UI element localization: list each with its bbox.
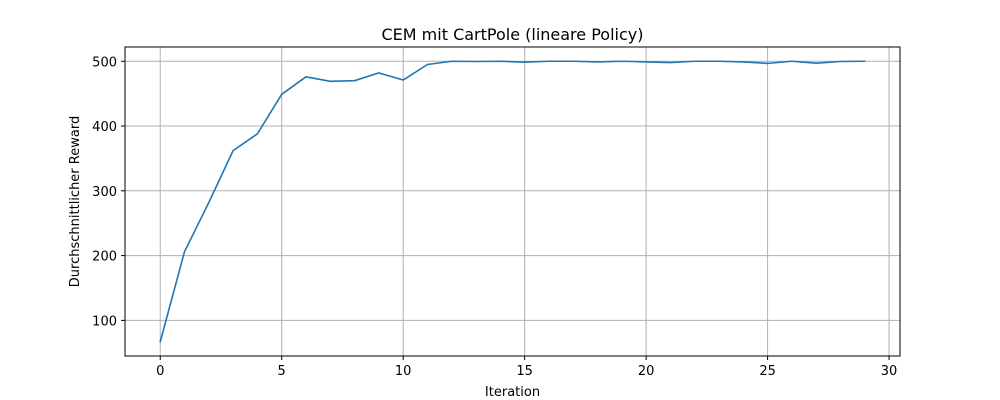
y-tick-label: 400 bbox=[92, 120, 117, 135]
y-axis-ticks: 100 200 300 400 500 bbox=[92, 55, 125, 329]
y-axis-label: Durchschnittlicher Reward bbox=[68, 116, 83, 287]
plot-frame bbox=[124, 46, 901, 357]
x-tick-label: 10 bbox=[395, 364, 412, 379]
series-line bbox=[159, 60, 866, 343]
x-tick-label: 30 bbox=[881, 364, 898, 379]
x-axis-ticks: 0 5 10 15 20 25 30 bbox=[156, 356, 897, 379]
x-tick-label: 25 bbox=[759, 364, 776, 379]
y-tick-label: 500 bbox=[92, 55, 117, 70]
x-tick-label: 5 bbox=[278, 364, 286, 379]
chart-title: CEM mit CartPole (lineare Policy) bbox=[382, 25, 644, 44]
series-layer bbox=[159, 60, 866, 343]
y-tick-label: 100 bbox=[92, 314, 117, 329]
y-tick-label: 200 bbox=[92, 250, 117, 265]
y-tick-label: 300 bbox=[92, 185, 117, 200]
x-tick-label: 0 bbox=[156, 364, 164, 379]
x-axis-label: Iteration bbox=[485, 385, 540, 400]
grid bbox=[125, 47, 900, 356]
x-tick-label: 15 bbox=[516, 364, 533, 379]
x-tick-label: 20 bbox=[638, 364, 655, 379]
